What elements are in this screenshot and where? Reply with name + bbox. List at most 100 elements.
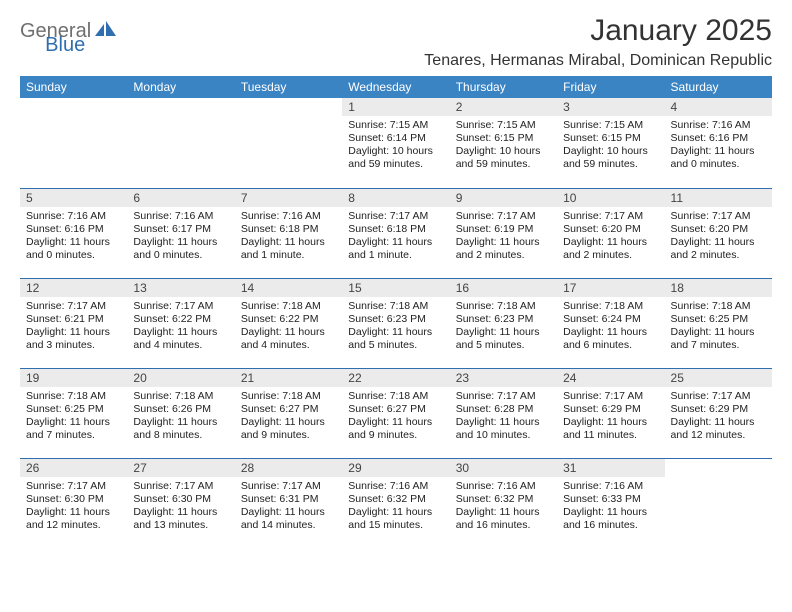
day-daylight: Daylight: 10 hours and 59 minutes. (348, 145, 443, 171)
day-details: Sunrise: 7:16 AMSunset: 6:32 PMDaylight:… (450, 477, 557, 537)
day-daylight: Daylight: 10 hours and 59 minutes. (563, 145, 658, 171)
day-details: Sunrise: 7:18 AMSunset: 6:26 PMDaylight:… (127, 387, 234, 447)
calendar-header-row: SundayMondayTuesdayWednesdayThursdayFrid… (20, 76, 772, 98)
day-sunset: Sunset: 6:29 PM (671, 403, 766, 416)
day-sunrise: Sunrise: 7:18 AM (26, 390, 121, 403)
day-sunrise: Sunrise: 7:18 AM (241, 390, 336, 403)
day-number: 3 (557, 98, 664, 116)
day-daylight: Daylight: 11 hours and 0 minutes. (26, 236, 121, 262)
day-sunset: Sunset: 6:16 PM (671, 132, 766, 145)
day-sunrise: Sunrise: 7:18 AM (133, 390, 228, 403)
calendar-day-cell: 18Sunrise: 7:18 AMSunset: 6:25 PMDayligh… (665, 278, 772, 368)
day-number: 15 (342, 279, 449, 297)
day-details: Sunrise: 7:18 AMSunset: 6:22 PMDaylight:… (235, 297, 342, 357)
brand-sail-icon (95, 21, 117, 42)
day-number: 13 (127, 279, 234, 297)
day-details: Sunrise: 7:17 AMSunset: 6:29 PMDaylight:… (557, 387, 664, 447)
calendar-week-row: 5Sunrise: 7:16 AMSunset: 6:16 PMDaylight… (20, 188, 772, 278)
calendar-day-cell: 31Sunrise: 7:16 AMSunset: 6:33 PMDayligh… (557, 458, 664, 548)
day-header: Tuesday (235, 76, 342, 98)
day-number: 12 (20, 279, 127, 297)
day-sunrise: Sunrise: 7:17 AM (563, 390, 658, 403)
day-sunrise: Sunrise: 7:18 AM (348, 390, 443, 403)
day-details: Sunrise: 7:17 AMSunset: 6:20 PMDaylight:… (665, 207, 772, 267)
day-number: 31 (557, 459, 664, 477)
day-header: Wednesday (342, 76, 449, 98)
day-sunset: Sunset: 6:15 PM (456, 132, 551, 145)
day-sunset: Sunset: 6:24 PM (563, 313, 658, 326)
day-header: Monday (127, 76, 234, 98)
day-sunset: Sunset: 6:30 PM (133, 493, 228, 506)
day-sunset: Sunset: 6:25 PM (671, 313, 766, 326)
day-number: 4 (665, 98, 772, 116)
day-daylight: Daylight: 11 hours and 0 minutes. (133, 236, 228, 262)
day-number: 26 (20, 459, 127, 477)
day-number: 19 (20, 369, 127, 387)
day-number: 6 (127, 189, 234, 207)
day-header: Saturday (665, 76, 772, 98)
calendar-day-cell (665, 458, 772, 548)
day-sunset: Sunset: 6:28 PM (456, 403, 551, 416)
day-daylight: Daylight: 11 hours and 16 minutes. (456, 506, 551, 532)
calendar-day-cell: 25Sunrise: 7:17 AMSunset: 6:29 PMDayligh… (665, 368, 772, 458)
day-sunset: Sunset: 6:30 PM (26, 493, 121, 506)
calendar-day-cell: 6Sunrise: 7:16 AMSunset: 6:17 PMDaylight… (127, 188, 234, 278)
day-sunrise: Sunrise: 7:16 AM (133, 210, 228, 223)
day-sunrise: Sunrise: 7:16 AM (671, 119, 766, 132)
day-number: 25 (665, 369, 772, 387)
day-sunrise: Sunrise: 7:17 AM (671, 390, 766, 403)
calendar-day-cell: 27Sunrise: 7:17 AMSunset: 6:30 PMDayligh… (127, 458, 234, 548)
day-sunset: Sunset: 6:22 PM (133, 313, 228, 326)
day-sunset: Sunset: 6:23 PM (456, 313, 551, 326)
calendar-day-cell: 4Sunrise: 7:16 AMSunset: 6:16 PMDaylight… (665, 98, 772, 188)
day-number: 2 (450, 98, 557, 116)
day-header: Friday (557, 76, 664, 98)
day-sunset: Sunset: 6:14 PM (348, 132, 443, 145)
day-details: Sunrise: 7:15 AMSunset: 6:15 PMDaylight:… (557, 116, 664, 176)
day-details: Sunrise: 7:16 AMSunset: 6:16 PMDaylight:… (665, 116, 772, 176)
day-sunrise: Sunrise: 7:16 AM (456, 480, 551, 493)
calendar-day-cell: 3Sunrise: 7:15 AMSunset: 6:15 PMDaylight… (557, 98, 664, 188)
calendar-day-cell: 29Sunrise: 7:16 AMSunset: 6:32 PMDayligh… (342, 458, 449, 548)
day-sunset: Sunset: 6:29 PM (563, 403, 658, 416)
calendar-day-cell: 15Sunrise: 7:18 AMSunset: 6:23 PMDayligh… (342, 278, 449, 368)
day-daylight: Daylight: 11 hours and 8 minutes. (133, 416, 228, 442)
day-sunrise: Sunrise: 7:16 AM (26, 210, 121, 223)
day-sunrise: Sunrise: 7:18 AM (456, 300, 551, 313)
day-daylight: Daylight: 11 hours and 0 minutes. (671, 145, 766, 171)
calendar-day-cell: 10Sunrise: 7:17 AMSunset: 6:20 PMDayligh… (557, 188, 664, 278)
day-number (20, 98, 127, 116)
day-daylight: Daylight: 11 hours and 12 minutes. (671, 416, 766, 442)
day-daylight: Daylight: 11 hours and 4 minutes. (241, 326, 336, 352)
day-number: 30 (450, 459, 557, 477)
day-sunrise: Sunrise: 7:15 AM (563, 119, 658, 132)
calendar-week-row: 12Sunrise: 7:17 AMSunset: 6:21 PMDayligh… (20, 278, 772, 368)
day-number: 20 (127, 369, 234, 387)
day-details: Sunrise: 7:16 AMSunset: 6:33 PMDaylight:… (557, 477, 664, 537)
day-number: 11 (665, 189, 772, 207)
day-number: 28 (235, 459, 342, 477)
calendar-day-cell: 20Sunrise: 7:18 AMSunset: 6:26 PMDayligh… (127, 368, 234, 458)
calendar-day-cell: 13Sunrise: 7:17 AMSunset: 6:22 PMDayligh… (127, 278, 234, 368)
day-details: Sunrise: 7:17 AMSunset: 6:30 PMDaylight:… (127, 477, 234, 537)
day-sunset: Sunset: 6:19 PM (456, 223, 551, 236)
day-daylight: Daylight: 11 hours and 5 minutes. (456, 326, 551, 352)
day-sunset: Sunset: 6:20 PM (563, 223, 658, 236)
day-sunrise: Sunrise: 7:18 AM (563, 300, 658, 313)
day-sunset: Sunset: 6:18 PM (348, 223, 443, 236)
day-sunset: Sunset: 6:27 PM (241, 403, 336, 416)
day-number: 27 (127, 459, 234, 477)
day-sunset: Sunset: 6:32 PM (456, 493, 551, 506)
day-sunrise: Sunrise: 7:15 AM (456, 119, 551, 132)
calendar-day-cell: 16Sunrise: 7:18 AMSunset: 6:23 PMDayligh… (450, 278, 557, 368)
calendar-day-cell: 26Sunrise: 7:17 AMSunset: 6:30 PMDayligh… (20, 458, 127, 548)
page-header: General Blue January 2025 Tenares, Herma… (20, 14, 772, 70)
calendar-day-cell: 1Sunrise: 7:15 AMSunset: 6:14 PMDaylight… (342, 98, 449, 188)
day-number: 23 (450, 369, 557, 387)
day-sunrise: Sunrise: 7:17 AM (456, 390, 551, 403)
calendar-day-cell: 23Sunrise: 7:17 AMSunset: 6:28 PMDayligh… (450, 368, 557, 458)
day-daylight: Daylight: 11 hours and 2 minutes. (456, 236, 551, 262)
day-details: Sunrise: 7:17 AMSunset: 6:30 PMDaylight:… (20, 477, 127, 537)
calendar-day-cell: 22Sunrise: 7:18 AMSunset: 6:27 PMDayligh… (342, 368, 449, 458)
day-details: Sunrise: 7:17 AMSunset: 6:29 PMDaylight:… (665, 387, 772, 447)
